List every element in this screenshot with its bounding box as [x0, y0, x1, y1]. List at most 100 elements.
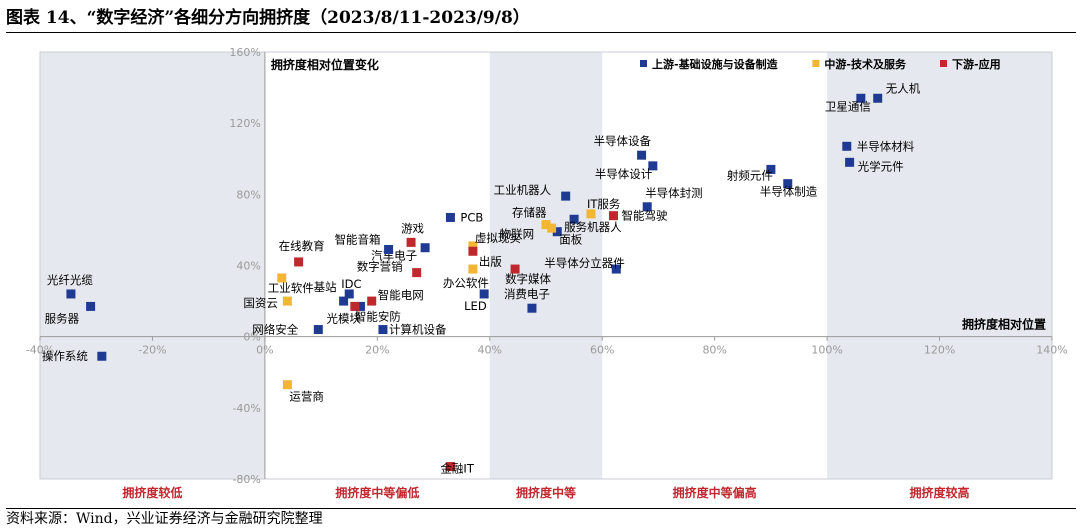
- x-tick-label: -20%: [138, 344, 166, 357]
- data-point: [766, 164, 776, 174]
- point-label: 国资云: [243, 296, 278, 310]
- point-label: 光模块: [326, 311, 361, 325]
- zone-band: [489, 52, 603, 479]
- point-label: 无人机: [886, 81, 921, 95]
- point-label: 光学元件: [858, 159, 904, 173]
- point-label: 服务机器人: [564, 220, 622, 234]
- zone-label: 拥挤度较高: [910, 485, 970, 500]
- y-tick-label: 40%: [236, 260, 260, 273]
- point-label: PCB: [460, 210, 483, 224]
- data-point: [97, 351, 107, 361]
- data-point: [294, 257, 304, 267]
- x-tick-label: 140%: [1036, 344, 1067, 357]
- data-point: [339, 296, 349, 306]
- data-point: [406, 237, 416, 247]
- point-label: 光纤光缆: [47, 273, 93, 287]
- point-label: 工业软件: [268, 281, 314, 295]
- point-label: 智能驾驶: [621, 209, 667, 223]
- legend-marker: [812, 60, 820, 67]
- y-tick-label: 0%: [243, 331, 260, 344]
- point-label: 游戏: [401, 221, 424, 235]
- point-label: LED: [464, 299, 487, 313]
- data-point: [445, 462, 455, 472]
- data-point: [378, 325, 388, 335]
- data-point: [344, 289, 354, 299]
- data-point: [66, 289, 76, 299]
- point-label: 半导体材料: [857, 139, 915, 153]
- point-label: 半导体制造: [760, 185, 818, 199]
- legend-label: 中游-技术及服务: [824, 57, 907, 71]
- x-tick-label: 40%: [478, 344, 502, 357]
- y-tick-label: 120%: [229, 117, 260, 130]
- x-tick-label: 0%: [256, 344, 273, 357]
- data-point: [468, 241, 478, 251]
- point-label: 智能音箱: [335, 232, 381, 246]
- point-label: 面板: [559, 233, 582, 247]
- y-tick-label: 160%: [229, 46, 260, 59]
- legend-label: 下游-应用: [952, 57, 1001, 71]
- data-point: [856, 93, 866, 103]
- data-point: [561, 191, 571, 201]
- point-label: 卫星通信: [825, 99, 871, 113]
- point-label: 操作系统: [42, 349, 88, 363]
- point-label: 服务器: [45, 311, 80, 325]
- data-point: [384, 244, 394, 254]
- legend-marker: [640, 60, 647, 67]
- data-point: [367, 296, 377, 306]
- data-point: [552, 227, 562, 237]
- zone-label: 拥挤度较低: [122, 485, 182, 500]
- data-point: [355, 301, 365, 311]
- data-point: [479, 289, 489, 299]
- figure-title: 图表 14、“数字经济”各细分方向拥挤度（2023/8/11-2023/9/8）: [6, 4, 1076, 33]
- point-label: 办公软件: [443, 276, 489, 290]
- scatter-chart: 160% 120% 80% 40% 0% -40% -80% -40% -20% 0% 20% 40%…: [26, 46, 1068, 500]
- source-note: 资料来源：Wind，兴业证券经济与金融研究院整理: [6, 508, 1076, 529]
- data-point: [468, 264, 478, 274]
- point-label: 消费电子: [504, 287, 550, 301]
- point-label: 网络安全: [252, 323, 298, 337]
- point-label: 在线教育: [279, 239, 325, 253]
- plot-border: [39, 51, 1053, 480]
- data-point: [842, 141, 852, 151]
- point-label: 金融IT: [440, 462, 474, 476]
- point-label: 半导体设计: [595, 167, 653, 181]
- x-tick-label: -40%: [26, 344, 54, 357]
- data-point: [468, 246, 478, 256]
- data-point: [783, 179, 793, 189]
- data-point: [637, 150, 647, 160]
- point-label: 计算机设备: [389, 323, 447, 337]
- y-tick-label: -40%: [232, 402, 260, 415]
- data-point: [611, 264, 621, 274]
- point-label: 智能电网: [378, 288, 424, 302]
- data-point: [586, 209, 596, 219]
- point-label: 射频元件: [727, 168, 773, 182]
- point-label: 数字媒体: [505, 272, 551, 286]
- data-point: [527, 303, 537, 313]
- data-point: [569, 214, 579, 224]
- x-tick-label: 20%: [365, 344, 389, 357]
- data-point: [845, 157, 855, 167]
- zone-band: [40, 52, 265, 479]
- point-label: 出版: [479, 254, 502, 268]
- data-point: [541, 220, 551, 230]
- y-tick-label: 80%: [236, 188, 260, 201]
- data-point: [86, 301, 96, 311]
- point-label: 物联网: [500, 227, 534, 241]
- y-tick-label: -80%: [232, 473, 260, 486]
- data-point: [412, 268, 422, 278]
- data-point: [648, 161, 658, 171]
- data-point: [642, 202, 652, 212]
- point-label: IDC: [341, 277, 361, 291]
- legend-label: 上游-基础设施与设备制造: [652, 57, 779, 71]
- legend-marker: [940, 60, 947, 67]
- data-point: [420, 243, 430, 253]
- data-point: [313, 325, 323, 335]
- point-label: 汽车电子: [371, 249, 417, 263]
- point-label: IT服务: [587, 197, 621, 211]
- point-label: 半导体设备: [594, 134, 652, 148]
- point-label: 智能安防: [355, 309, 401, 323]
- zone-label: 拥挤度中等偏高: [673, 485, 757, 500]
- data-point: [350, 301, 360, 311]
- x-tick-label: 60%: [590, 344, 614, 357]
- point-label: 运营商: [289, 390, 324, 404]
